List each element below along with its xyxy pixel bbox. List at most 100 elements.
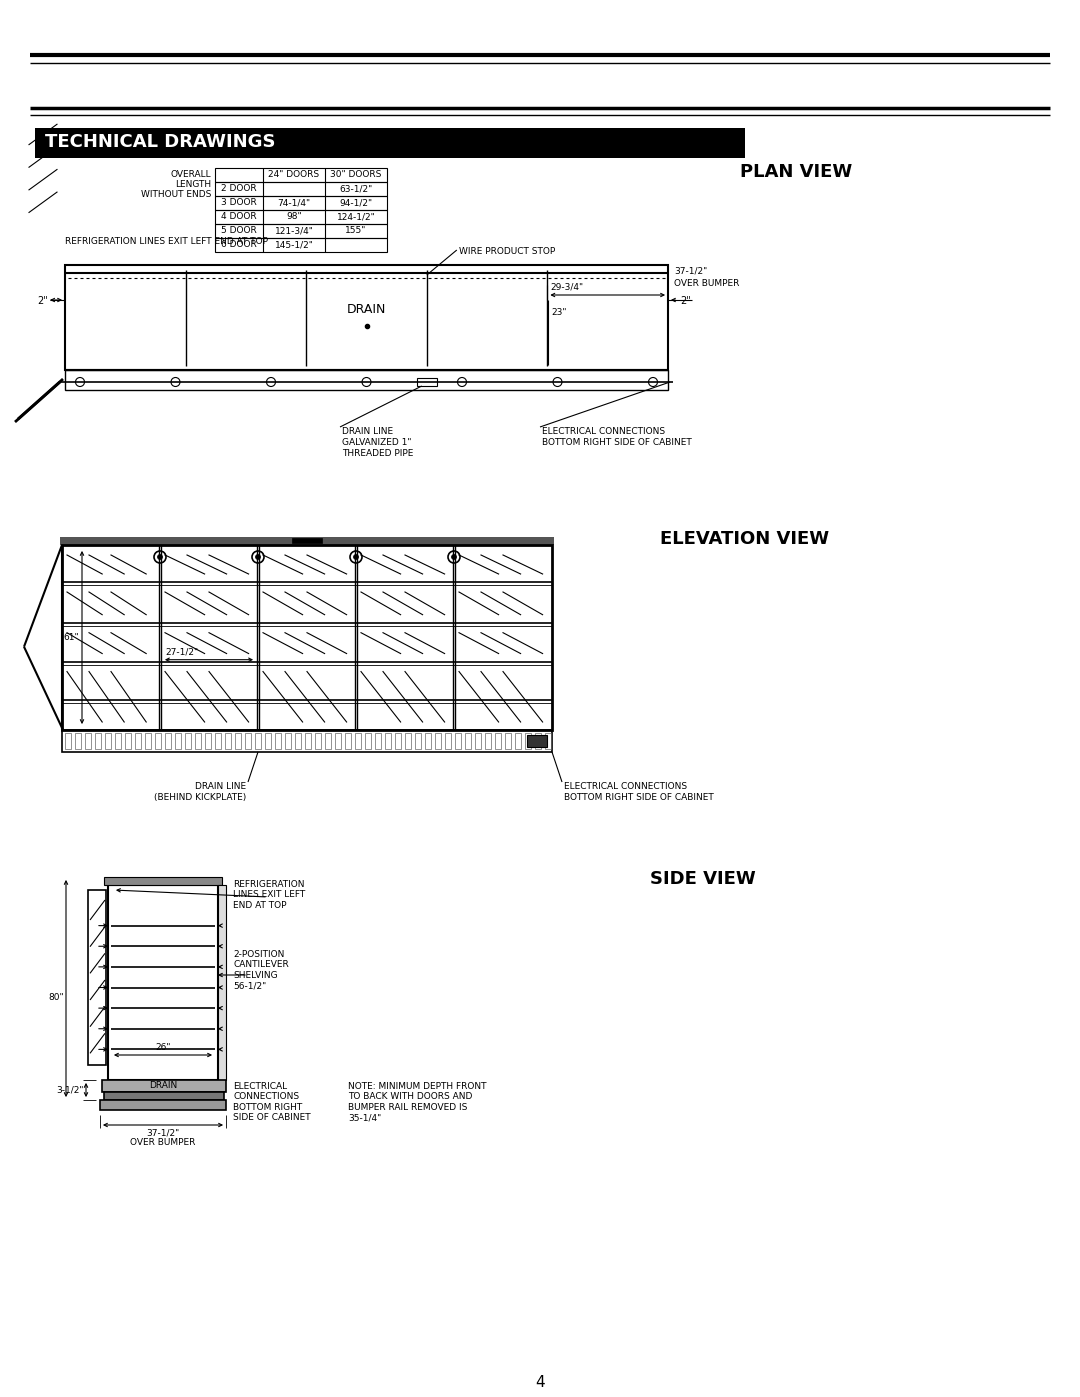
Text: 61": 61" [64,633,79,643]
Bar [60,536,554,545]
Text: WIRE PRODUCT STOP: WIRE PRODUCT STOP [459,247,555,256]
Bar [100,1099,226,1111]
Bar [535,733,541,749]
Text: REFRIGERATION
LINES EXIT LEFT
END AT TOP: REFRIGERATION LINES EXIT LEFT END AT TOP [233,880,306,909]
Bar [325,733,330,749]
Bar [525,733,531,749]
Bar [175,733,181,749]
Bar [305,733,311,749]
Bar [445,733,451,749]
Text: OVERALL: OVERALL [171,170,211,179]
Text: 121-3/4": 121-3/4" [274,226,313,235]
Bar [218,886,226,1080]
Text: ELECTRICAL CONNECTIONS: ELECTRICAL CONNECTIONS [564,782,687,791]
Text: 5 DOOR: 5 DOOR [221,226,257,235]
Text: DRAIN: DRAIN [347,303,387,316]
Bar [245,733,251,749]
Bar [335,733,341,749]
Bar [215,196,387,210]
Bar [65,733,71,749]
Circle shape [158,555,162,560]
Text: LENGTH: LENGTH [175,180,211,189]
Bar [95,733,102,749]
Text: BOTTOM RIGHT SIDE OF CABINET: BOTTOM RIGHT SIDE OF CABINET [564,793,714,802]
Bar [384,733,391,749]
Bar [345,733,351,749]
Bar [195,733,201,749]
Bar [505,733,511,749]
Bar [156,733,161,749]
Text: SIDE VIEW: SIDE VIEW [650,870,756,888]
Text: 37-1/2": 37-1/2" [674,267,707,277]
Text: 27-1/2": 27-1/2" [165,648,198,657]
Bar [135,733,141,749]
Bar [87,890,106,1065]
Bar [215,237,387,251]
Bar [455,733,461,749]
Bar [475,733,481,749]
Bar [108,886,218,1080]
Text: PLAN VIEW: PLAN VIEW [740,163,852,182]
Bar [145,733,151,749]
Bar [125,733,131,749]
Circle shape [451,555,457,560]
Bar [102,1080,226,1092]
Bar [415,733,421,749]
Bar [215,182,387,196]
Text: 56-1/2": 56-1/2" [233,982,267,990]
Text: 30" DOORS: 30" DOORS [330,170,381,179]
Text: TECHNICAL DRAWINGS: TECHNICAL DRAWINGS [45,133,275,151]
Text: 4 DOOR: 4 DOOR [221,212,257,221]
Bar [105,733,111,749]
Bar [292,538,322,543]
Text: NOTE: MINIMUM DEPTH FRONT
TO BACK WITH DOORS AND
BUMPER RAIL REMOVED IS
35-1/4": NOTE: MINIMUM DEPTH FRONT TO BACK WITH D… [348,1083,486,1122]
Circle shape [353,555,359,560]
Bar [265,733,271,749]
Bar [225,733,231,749]
Circle shape [154,550,166,563]
Bar [215,733,221,749]
Bar [104,1092,224,1099]
Text: 2": 2" [680,296,691,306]
Text: 74-1/4": 74-1/4" [278,198,311,207]
Bar [35,129,745,158]
Bar [285,733,291,749]
Text: (BEHIND KICKPLATE): (BEHIND KICKPLATE) [153,793,246,802]
Bar [465,733,471,749]
Bar [515,733,521,749]
Bar [545,733,551,749]
Text: WITHOUT ENDS: WITHOUT ENDS [140,190,211,198]
Bar [114,733,121,749]
Bar [355,733,361,749]
Bar [417,379,436,386]
Text: 98": 98" [286,212,301,221]
Bar [405,733,411,749]
Bar [426,733,431,749]
Text: 26": 26" [156,1044,171,1052]
Text: 3-1/2": 3-1/2" [56,1085,84,1094]
Bar [205,733,211,749]
Text: 2": 2" [37,296,48,306]
Bar [215,168,387,182]
Text: DRAIN LINE: DRAIN LINE [342,427,393,436]
Bar [165,733,171,749]
Bar [495,733,501,749]
Circle shape [448,550,460,563]
Text: 63-1/2": 63-1/2" [339,184,373,193]
Text: ELECTRICAL CONNECTIONS: ELECTRICAL CONNECTIONS [542,427,665,436]
Text: 37-1/2": 37-1/2" [147,1127,179,1137]
Text: OVER BUMPER: OVER BUMPER [131,1139,195,1147]
Text: DRAIN: DRAIN [149,1080,177,1090]
Text: DRAIN LINE: DRAIN LINE [194,782,246,791]
Bar [215,210,387,224]
Circle shape [350,550,362,563]
Circle shape [252,550,264,563]
Bar [315,733,321,749]
Bar [375,733,381,749]
Bar [185,733,191,749]
Text: 155": 155" [346,226,367,235]
Bar [527,735,546,747]
Text: 23": 23" [552,307,567,317]
Text: 80": 80" [49,993,64,1002]
Bar [275,733,281,749]
